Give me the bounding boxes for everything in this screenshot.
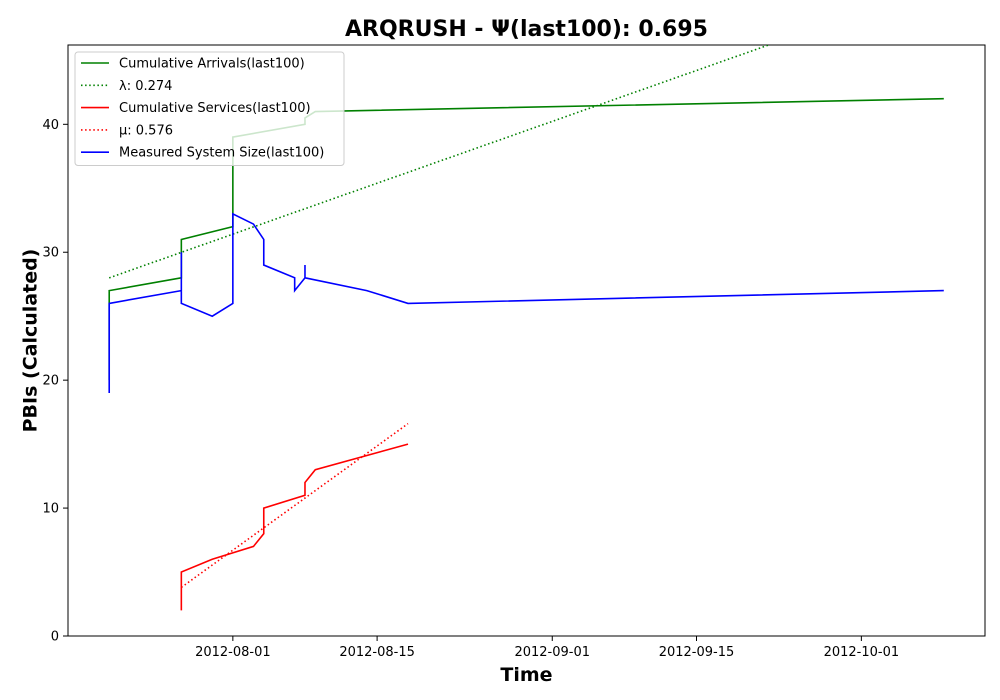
y-axis: 0 10 20 30 40 [42,118,68,645]
x-tick-label: 2012-09-01 [514,645,590,660]
y-tick-label: 40 [42,118,59,133]
legend: Cumulative Arrivals(last100) λ: 0.274 Cumu… [74,51,345,166]
legend-entry: λ: 0.274 [119,79,172,94]
series-line-4 [108,212,944,393]
x-axis-label: Time [500,664,552,686]
x-tick-label: 2012-08-15 [339,645,415,660]
x-tick-label: 2012-10-01 [824,645,900,660]
y-tick-label: 30 [42,246,59,261]
y-axis-label: PBIs (Calculated) [20,249,42,433]
chart-title: ARQRUSH - Ψ(last100): 0.695 [345,17,708,42]
legend-entry: Cumulative Services(last100) [119,101,311,116]
legend-entry: μ: 0.576 [119,123,173,138]
series-line-2 [180,443,409,611]
x-tick-label: 2012-09-15 [659,645,735,660]
series-line-1 [108,45,769,279]
plot-area [67,44,986,637]
y-tick-label: 0 [51,630,59,645]
x-axis: 2012-08-01 2012-08-15 2012-09-01 2012-09-15… [195,636,899,660]
series-line-3 [180,423,409,589]
legend-entry: Measured System Size(last100) [119,146,324,161]
legend-entry: Cumulative Arrivals(last100) [119,57,305,72]
legend-box [74,51,345,166]
y-tick-label: 10 [42,502,59,517]
x-tick-label: 2012-08-01 [195,645,271,660]
y-tick-label: 20 [42,374,59,389]
